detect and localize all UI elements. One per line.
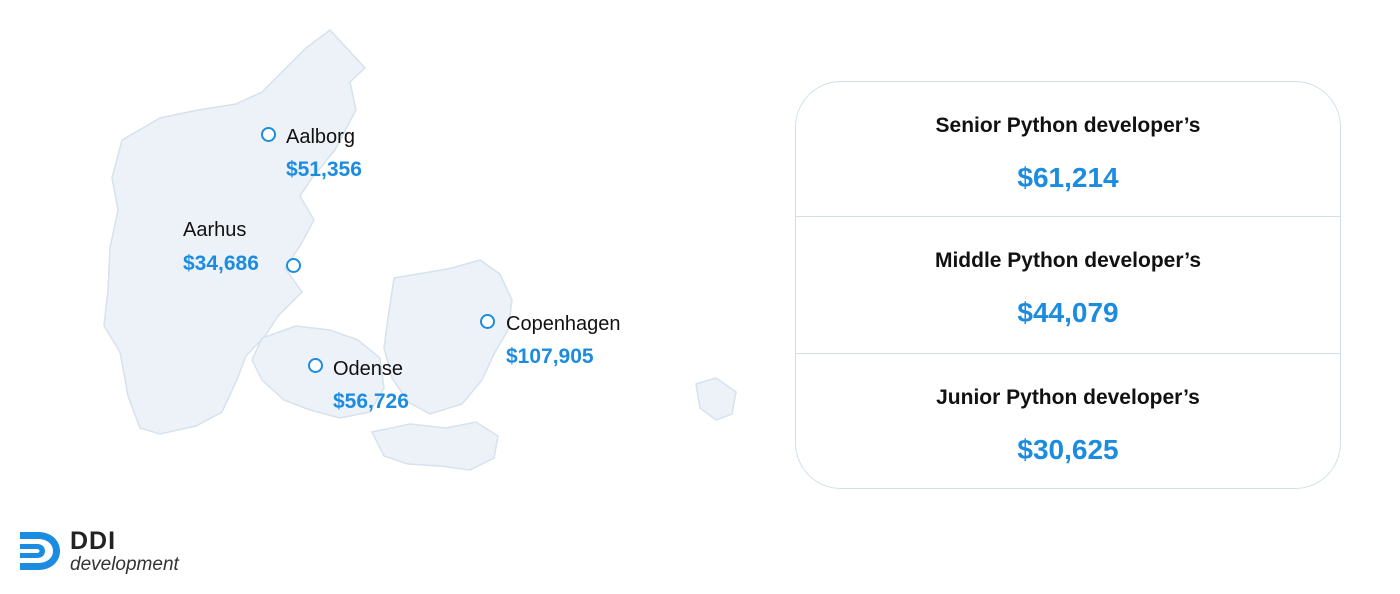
odense-marker	[308, 358, 323, 373]
zealand-land	[383, 259, 513, 415]
denmark-map	[103, 28, 737, 471]
odense-name: Odense	[333, 358, 404, 380]
junior-role-label: Junior Python developer’s	[936, 386, 1200, 409]
junior-salary-amount: $30,625	[1017, 434, 1119, 465]
salary-card: Senior Python developer’s $61,214 Middle…	[795, 81, 1341, 489]
senior-salary-row: Senior Python developer’s $61,214	[796, 82, 1340, 218]
logo-subtitle: development	[70, 554, 179, 575]
aarhus-marker	[286, 258, 301, 273]
aalborg-marker	[261, 127, 276, 142]
middle-role-label: Middle Python developer’s	[934, 249, 1202, 272]
copenhagen-marker	[480, 314, 495, 329]
bornholm-land	[695, 377, 737, 421]
middle-salary-amount: $44,079	[1017, 297, 1119, 328]
lolland-land	[370, 421, 499, 471]
odense-salary: $56,726	[333, 390, 409, 413]
aalborg-name: Aalborg	[286, 126, 355, 148]
jutland-land	[103, 28, 367, 435]
ddi-logo: DDI development	[18, 527, 238, 577]
junior-salary-row: Junior Python developer’s $30,625	[796, 353, 1340, 488]
senior-role-label: Senior Python developer’s	[935, 114, 1201, 137]
ddi-logo-mark-icon	[20, 532, 60, 570]
logo-title: DDI	[70, 527, 117, 555]
senior-salary-amount: $61,214	[1017, 162, 1119, 193]
copenhagen-name: Copenhagen	[506, 313, 621, 335]
middle-salary-row: Middle Python developer’s $44,079	[796, 216, 1340, 353]
aarhus-salary: $34,686	[183, 252, 259, 275]
aarhus-name: Aarhus	[183, 219, 247, 241]
copenhagen-salary: $107,905	[506, 345, 594, 368]
aalborg-salary: $51,356	[286, 158, 362, 181]
